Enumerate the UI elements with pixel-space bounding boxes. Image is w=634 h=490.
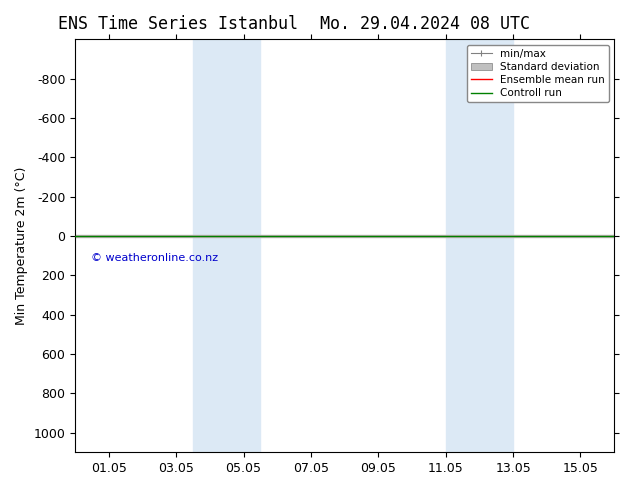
Text: ENS Time Series Istanbul: ENS Time Series Istanbul xyxy=(58,15,297,33)
Text: Mo. 29.04.2024 08 UTC: Mo. 29.04.2024 08 UTC xyxy=(320,15,530,33)
Legend: min/max, Standard deviation, Ensemble mean run, Controll run: min/max, Standard deviation, Ensemble me… xyxy=(467,45,609,102)
Y-axis label: Min Temperature 2m (°C): Min Temperature 2m (°C) xyxy=(15,167,28,325)
Text: © weatheronline.co.nz: © weatheronline.co.nz xyxy=(91,253,219,263)
Bar xyxy=(193,40,261,452)
Bar xyxy=(446,40,513,452)
